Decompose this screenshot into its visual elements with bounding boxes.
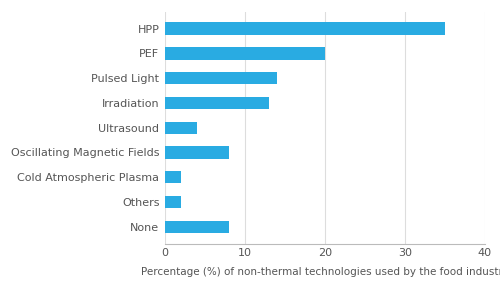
Bar	[165, 221, 229, 233]
Bar	[165, 121, 197, 134]
Bar	[165, 146, 229, 159]
Bar	[165, 196, 181, 208]
Bar	[165, 22, 445, 35]
Bar	[165, 171, 181, 184]
Bar	[165, 72, 277, 84]
X-axis label: Percentage (%) of non-thermal technologies used by the food industry: Percentage (%) of non-thermal technologi…	[141, 267, 500, 277]
Bar	[165, 47, 325, 60]
Bar	[165, 97, 269, 109]
